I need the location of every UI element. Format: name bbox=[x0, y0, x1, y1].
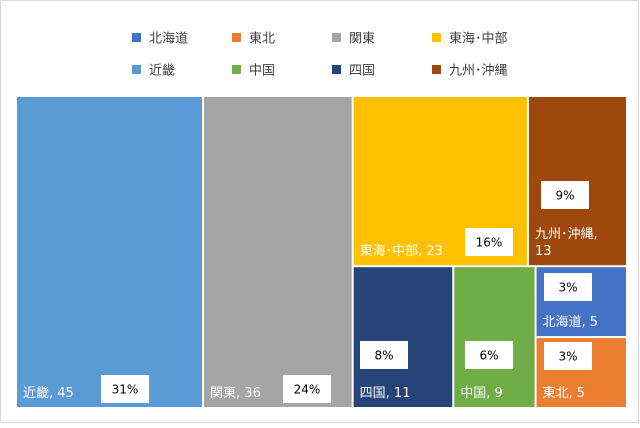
treemap-tile: 四国, 11 bbox=[353, 267, 453, 407]
legend-entry: 中国 bbox=[232, 64, 275, 79]
percent-text: 31% bbox=[112, 383, 139, 397]
legend-entry: 四国 bbox=[332, 64, 375, 79]
tile-label-line2: 13 bbox=[535, 244, 552, 259]
tile-label: 九州･沖縄, bbox=[535, 227, 598, 242]
tile-label: 四国, 11 bbox=[360, 386, 411, 401]
legend-swatch bbox=[332, 65, 341, 74]
legend-label: 関東 bbox=[349, 31, 375, 47]
treemap-tile: 近畿, 45 bbox=[17, 97, 203, 407]
legend-label: 中国 bbox=[249, 64, 275, 79]
legend-label: 東海･中部 bbox=[449, 31, 508, 47]
tile-rect bbox=[454, 267, 535, 407]
tile-label: 中国, 9 bbox=[460, 386, 503, 401]
percent-text: 24% bbox=[294, 383, 321, 397]
tile-rect bbox=[17, 97, 203, 407]
percent-box bbox=[544, 342, 592, 370]
percent-box bbox=[360, 341, 408, 369]
treemap-tile: 中国, 9 bbox=[454, 267, 535, 407]
legend-swatch bbox=[132, 33, 141, 42]
legend-label: 東北 bbox=[249, 31, 275, 47]
percent-label: 24% bbox=[283, 375, 331, 403]
legend-swatch bbox=[432, 65, 441, 74]
legend-label: 四国 bbox=[349, 64, 375, 79]
tile-label: 北海道, 5 bbox=[543, 315, 599, 330]
percent-text: 16% bbox=[476, 236, 503, 250]
tile-label: 東北, 5 bbox=[543, 385, 586, 401]
percent-text: 3% bbox=[558, 281, 577, 295]
percent-label: 8% bbox=[360, 341, 408, 369]
percent-box bbox=[541, 181, 589, 209]
percent-label: 31% bbox=[101, 375, 149, 403]
treemap-tile: 関東, 36 bbox=[204, 97, 352, 407]
legend-entry: 北海道 bbox=[132, 32, 188, 47]
legend-entry: 東北 bbox=[232, 31, 275, 47]
tile-label: 近畿, 45 bbox=[23, 386, 74, 401]
percent-label: 9% bbox=[541, 181, 589, 209]
percent-box bbox=[283, 375, 331, 403]
legend-swatch bbox=[132, 65, 141, 74]
legend-entry: 九州･沖縄 bbox=[432, 64, 508, 79]
treemap-tiles: 近畿, 45 関東, 36 東海･中部, 23 九州･沖縄, 13 四国, 11 中国, 9… bbox=[17, 97, 626, 407]
percent-label: 16% bbox=[465, 228, 513, 256]
percent-text: 9% bbox=[555, 189, 574, 203]
percent-box bbox=[101, 375, 149, 403]
legend-entry: 関東 bbox=[332, 31, 375, 47]
tile-rect bbox=[353, 267, 453, 407]
percent-text: 8% bbox=[374, 349, 393, 363]
tile-rect bbox=[204, 97, 352, 407]
legend-swatch bbox=[332, 33, 341, 42]
tile-label: 東海･中部, 23 bbox=[360, 243, 443, 259]
percent-box bbox=[544, 273, 592, 301]
legend-swatch bbox=[232, 65, 241, 74]
legend-swatch bbox=[232, 33, 241, 42]
percent-box bbox=[465, 341, 513, 369]
percent-label: 3% bbox=[544, 273, 592, 301]
legend-entry: 東海･中部 bbox=[432, 31, 508, 47]
legend-label: 九州･沖縄 bbox=[449, 64, 508, 79]
percent-text: 3% bbox=[558, 350, 577, 364]
percent-box bbox=[465, 228, 513, 256]
legend-label: 近畿 bbox=[149, 64, 175, 79]
legend-entry: 近畿 bbox=[132, 64, 175, 79]
percent-label: 6% bbox=[465, 341, 513, 369]
percent-label: 3% bbox=[544, 342, 592, 370]
legend-label: 北海道 bbox=[149, 32, 188, 47]
percent-text: 6% bbox=[479, 349, 498, 363]
legend-swatch bbox=[432, 33, 441, 42]
tile-label: 関東, 36 bbox=[210, 385, 261, 401]
